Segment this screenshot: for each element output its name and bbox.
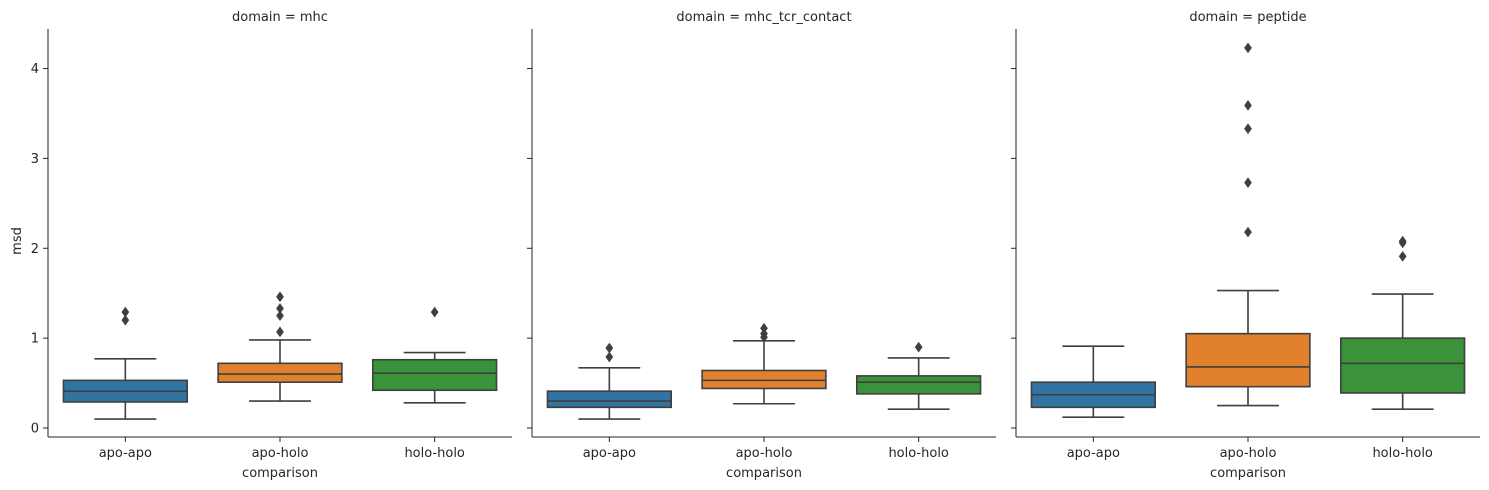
- y-tick-label: 3: [31, 152, 39, 167]
- outlier-point: [1244, 42, 1252, 54]
- outlier-point: [1244, 226, 1252, 238]
- panel-title: domain = peptide: [1189, 10, 1306, 25]
- box-body: [546, 390, 673, 409]
- box-body: [1340, 337, 1466, 394]
- x-tick-label: apo-apo: [583, 446, 636, 461]
- outlier-point: [605, 351, 614, 363]
- x-tick-label: holo-holo: [1372, 446, 1432, 461]
- box-apo-apo: [546, 342, 673, 420]
- outlier-point: [605, 342, 614, 354]
- x-axis-label: comparison: [726, 466, 802, 481]
- x-tick-label: apo-holo: [252, 446, 309, 461]
- panel-title: domain = mhc_tcr_contact: [676, 10, 851, 25]
- outlier-point: [276, 291, 284, 303]
- box-apo-apo: [62, 306, 188, 420]
- panel-mhc: domain = mhc msd comparison 0 1 2 3 4 apo-apo…: [10, 10, 512, 481]
- y-axis-label: msd: [10, 227, 25, 255]
- box-body: [1185, 332, 1311, 388]
- y-tick-label: 0: [31, 422, 39, 437]
- outlier-point: [1244, 99, 1252, 111]
- x-tick-label: apo-holo: [736, 446, 793, 461]
- x-axis-label: comparison: [1210, 466, 1286, 481]
- box-holo-holo: [371, 306, 498, 404]
- outlier-point: [914, 341, 923, 353]
- outlier-point: [121, 306, 130, 318]
- panel-mhc-tcr-contact: domain = mhc_tcr_contact comparison apo-…: [527, 10, 996, 481]
- box-apo-holo: [1185, 42, 1311, 407]
- x-axis-label: comparison: [242, 466, 318, 481]
- outlier-point: [430, 306, 439, 318]
- box-apo-holo: [701, 322, 827, 405]
- box-apo-apo: [1030, 345, 1157, 419]
- outlier-point: [121, 314, 130, 326]
- x-tick-label: holo-holo: [888, 446, 948, 461]
- y-tick-label: 1: [31, 332, 39, 347]
- x-tick-label: apo-holo: [1220, 446, 1277, 461]
- outlier-point: [1244, 123, 1252, 135]
- x-tick-label: apo-apo: [99, 446, 152, 461]
- box-apo-holo: [217, 291, 343, 402]
- x-tick-label: apo-apo: [1067, 446, 1120, 461]
- box-body: [371, 358, 498, 392]
- outlier-point: [276, 303, 284, 314]
- box-holo-holo: [855, 341, 982, 410]
- outlier-point: [276, 326, 284, 338]
- outlier-point: [1244, 177, 1252, 189]
- outlier-point: [276, 310, 284, 322]
- box-body: [217, 362, 343, 383]
- y-tick-label: 2: [31, 242, 39, 257]
- box-body: [701, 369, 827, 390]
- panel-peptide: domain = peptide comparison apo-apo apo-h…: [1011, 10, 1480, 481]
- outlier-point: [1398, 235, 1407, 247]
- box-holo-holo: [1340, 235, 1466, 410]
- panel-title: domain = mhc: [232, 10, 328, 25]
- box-body: [855, 375, 982, 395]
- outlier-point: [1398, 250, 1407, 262]
- y-tick-label: 4: [31, 62, 39, 77]
- outlier-point: [760, 322, 768, 334]
- x-tick-label: holo-holo: [404, 446, 464, 461]
